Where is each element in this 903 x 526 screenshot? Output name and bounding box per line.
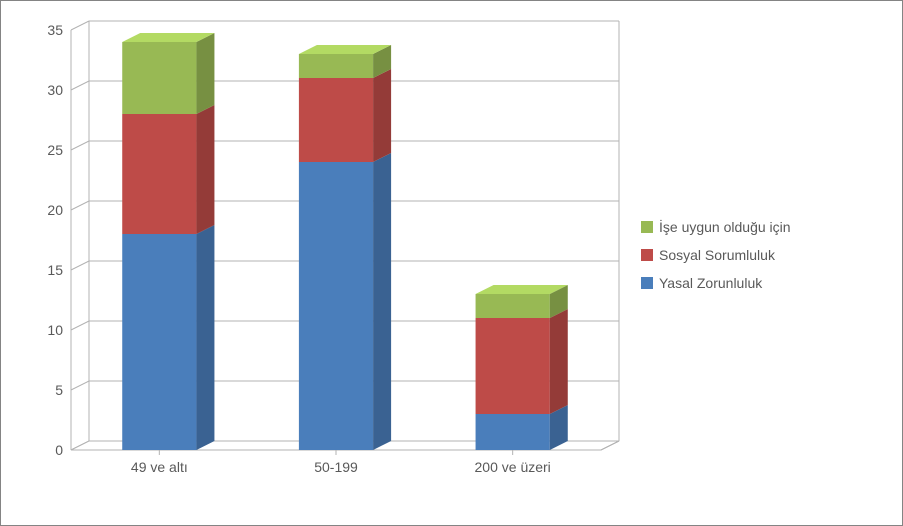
chart-container: 0 5 10 15 20 25 30 35 49 ve altı 50-199 200 ve üze… [0, 0, 903, 526]
y-tick-label: 20 [47, 202, 63, 218]
y-tick-label: 35 [47, 22, 63, 38]
legend-swatch [641, 249, 653, 261]
y-tick-label: 15 [47, 262, 63, 278]
legend-label: Sosyal Sorumluluk [659, 247, 776, 263]
x-tick-label: 200 ve üzeri [475, 459, 551, 475]
y-tick-label: 30 [47, 82, 63, 98]
y-tick-label: 0 [55, 442, 63, 458]
x-tick-label: 49 ve altı [131, 459, 188, 475]
legend-swatch [641, 277, 653, 289]
chart-svg: 0 5 10 15 20 25 30 35 49 ve altı 50-199 200 ve üze… [1, 1, 902, 525]
legend-label: Yasal Zorunluluk [659, 275, 763, 291]
y-tick-label: 10 [47, 322, 63, 338]
legend-label: İşe uygun olduğu için [659, 218, 791, 235]
y-tick-label: 25 [47, 142, 63, 158]
x-tick-label: 50-199 [314, 459, 358, 475]
y-tick-label: 5 [55, 382, 63, 398]
legend-swatch [641, 221, 653, 233]
